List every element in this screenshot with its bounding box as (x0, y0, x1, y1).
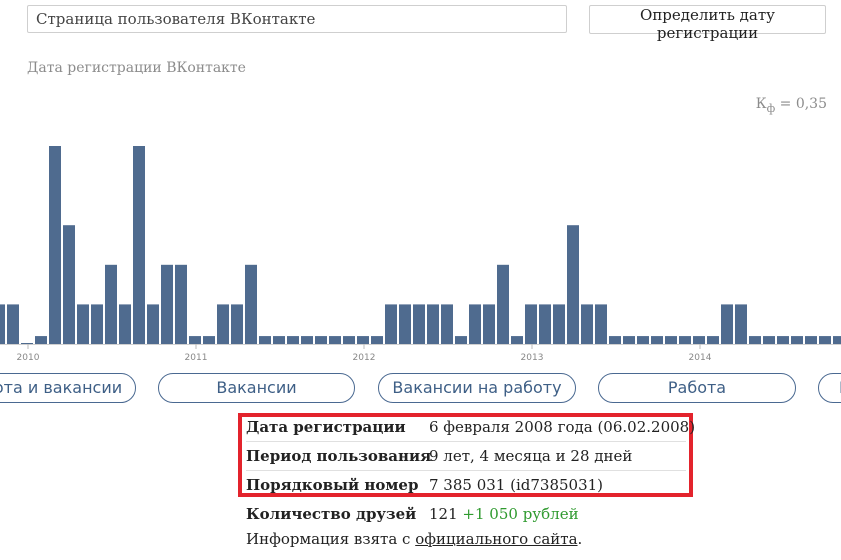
friends-count: 121 (429, 505, 458, 523)
histogram-bar (483, 304, 495, 344)
histogram-bar (665, 336, 677, 344)
chart-title: Дата регистрации ВКонтакте (27, 60, 246, 76)
coefficient-prefix: К (755, 96, 767, 112)
histogram-bar (651, 336, 663, 344)
x-tick-label: 2010 (17, 353, 40, 363)
tab-vacancies[interactable]: Вакансии (158, 373, 355, 403)
histogram-bar (791, 336, 803, 344)
histogram-bar (735, 304, 747, 344)
friends-bonus: +1 050 рублей (462, 505, 579, 523)
histogram-bar (595, 304, 607, 344)
x-tick-label: 2014 (689, 353, 712, 363)
histogram-bar (805, 336, 817, 344)
histogram-bar (623, 336, 635, 344)
source-note: Информация взята с официального сайта. (246, 530, 582, 548)
histogram-bar (77, 304, 89, 344)
histogram-bar (133, 146, 145, 344)
source-suffix: . (577, 530, 583, 548)
highlight-box (238, 413, 693, 497)
histogram-bar (119, 304, 131, 344)
histogram-bar (637, 336, 649, 344)
histogram-bar (161, 264, 173, 344)
histogram-bar (63, 225, 75, 344)
tab-vacancies-for-work[interactable]: Вакансии на работу (378, 373, 576, 403)
ad-tabs: ота и вакансии Вакансии Вакансии на рабо… (0, 373, 841, 405)
source-prefix: Информация взята с (246, 530, 416, 548)
histogram-bar (777, 336, 789, 344)
histogram-bar (553, 304, 565, 344)
histogram-bar (105, 264, 117, 344)
histogram-bar (511, 336, 523, 344)
histogram-bar (819, 336, 831, 344)
detect-registration-date-button[interactable]: Определить дату регистрации (589, 5, 826, 42)
official-site-link[interactable]: официального сайта (415, 530, 578, 548)
histogram-bar (7, 304, 19, 344)
histogram-bar (357, 336, 369, 344)
histogram-bar (609, 336, 621, 344)
histogram-bar (147, 304, 159, 344)
row-divider (246, 441, 686, 442)
row-label: Порядковый номер (246, 476, 419, 494)
profile-url-input[interactable] (27, 5, 567, 33)
histogram-bar (525, 304, 537, 344)
tab-job-vacancies[interactable]: ота и вакансии (0, 373, 136, 403)
row-value: 121 +1 050 рублей (429, 500, 579, 528)
histogram-bar (385, 304, 397, 344)
histogram-bar (763, 336, 775, 344)
histogram-bar (469, 304, 481, 344)
histogram-bar (91, 304, 103, 344)
tab-work[interactable]: Работа (598, 373, 796, 403)
histogram-bar (749, 336, 761, 344)
coefficient-subscript: ф (766, 101, 776, 115)
histogram-bar (343, 336, 355, 344)
histogram-bar (707, 336, 719, 344)
histogram-bar (497, 264, 509, 344)
histogram-bar (217, 304, 229, 344)
coefficient-label: Кф = 0,35 (756, 96, 827, 115)
histogram-bar (371, 336, 383, 344)
histogram-bar (245, 264, 257, 344)
row-value: 9 лет, 4 месяца и 28 дней (429, 447, 633, 465)
histogram-bar (581, 304, 593, 344)
histogram-bar (721, 304, 733, 344)
tab-partial[interactable]: Р (818, 373, 841, 403)
histogram-bar (287, 336, 299, 344)
histogram-bar (833, 336, 841, 344)
row-divider (246, 470, 686, 471)
row-label: Количество друзей (246, 505, 417, 523)
histogram-bar (175, 264, 187, 344)
histogram-bar (203, 336, 215, 344)
row-value: 6 февраля 2008 года (06.02.2008) (429, 418, 696, 436)
row-label: Дата регистрации (246, 418, 406, 436)
histogram-bar (441, 304, 453, 344)
histogram-bar (413, 304, 425, 344)
histogram-bar (273, 336, 285, 344)
histogram-bar (315, 336, 327, 344)
histogram-bar (427, 304, 439, 344)
histogram-bar (301, 336, 313, 344)
histogram-bar (455, 336, 467, 344)
coefficient-value: = 0,35 (779, 96, 827, 112)
histogram-bar (21, 343, 33, 344)
registration-histogram: 2010 2011 2012 2013 2014 (0, 146, 841, 363)
histogram-bar (679, 336, 691, 344)
histogram-bar (189, 336, 201, 344)
histogram-bar (399, 304, 411, 344)
x-tick-label: 2013 (521, 353, 544, 363)
histogram-bar (567, 225, 579, 344)
x-tick-label: 2012 (353, 353, 376, 363)
row-value: 7 385 031 (id7385031) (429, 476, 604, 494)
histogram-bar (49, 146, 61, 344)
x-tick-label: 2011 (185, 353, 208, 363)
row-label: Период пользования (246, 447, 432, 465)
histogram-bar (539, 304, 551, 344)
histogram-bar (693, 336, 705, 344)
histogram-bar (0, 304, 5, 344)
histogram-bar (231, 304, 243, 344)
histogram-bar (35, 336, 47, 344)
histogram-bar (259, 336, 271, 344)
histogram-bar (329, 336, 341, 344)
